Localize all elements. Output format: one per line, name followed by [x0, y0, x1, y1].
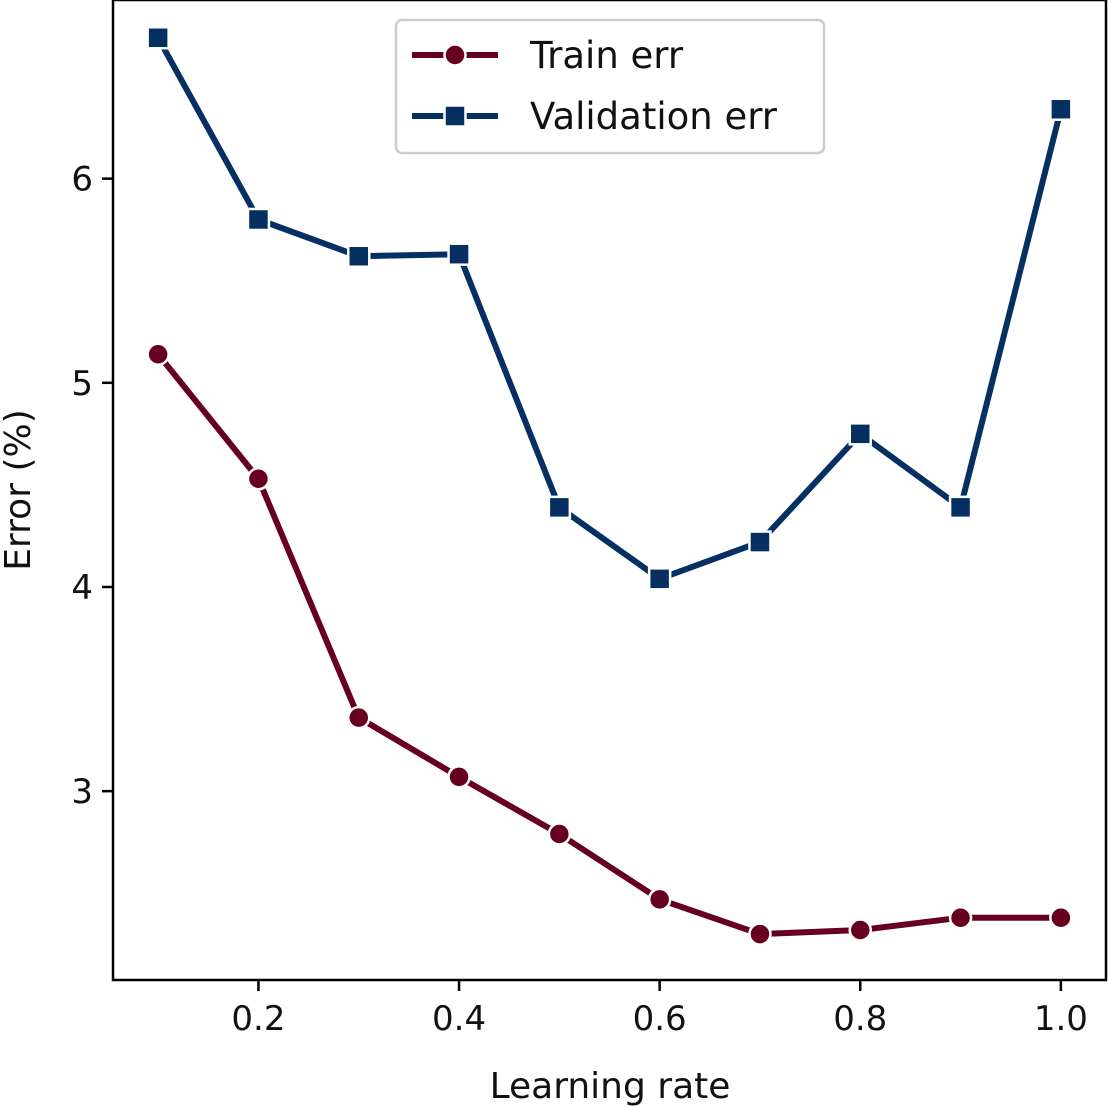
x-axis-label: Learning rate — [490, 1066, 731, 1106]
data-point — [748, 922, 772, 946]
y-tick-label: 5 — [71, 364, 93, 404]
data-point — [1049, 905, 1073, 930]
series-line — [155, 34, 1064, 582]
y-tick-label: 4 — [71, 568, 93, 608]
data-point — [948, 495, 973, 520]
data-point — [146, 342, 170, 366]
data-point — [346, 244, 371, 268]
legend-label: Train err — [529, 34, 684, 77]
data-point — [443, 104, 467, 128]
data-point — [346, 705, 371, 730]
x-tick-label: 1.0 — [1034, 999, 1088, 1039]
series-train-err — [146, 342, 1073, 946]
legend: Train err Validation err — [394, 18, 826, 155]
x-tick-label: 0.4 — [432, 999, 486, 1039]
y-axis-label: Error (%) — [0, 409, 39, 571]
series-layer — [146, 26, 1073, 946]
x-tick-label: 0.6 — [633, 999, 687, 1039]
data-point — [547, 495, 572, 520]
data-point — [647, 887, 672, 912]
data-point — [443, 43, 467, 67]
legend-entry: Validation err — [412, 95, 778, 138]
data-point — [547, 822, 572, 846]
data-point — [146, 26, 170, 50]
x-tick-label: 0.8 — [833, 999, 887, 1039]
legend-label: Validation err — [530, 95, 778, 138]
data-point — [848, 422, 873, 446]
x-axis-ticks: 0.2 0.4 0.6 0.8 1.0 — [231, 980, 1088, 1039]
data-point — [948, 905, 973, 930]
y-axis-ticks: 3 4 5 6 — [71, 160, 113, 812]
x-tick-label: 0.2 — [231, 999, 285, 1039]
data-point — [647, 567, 672, 591]
data-point — [447, 242, 471, 266]
plot-frame — [111, 0, 1108, 982]
series-validation-err — [146, 26, 1073, 591]
data-point — [246, 207, 271, 232]
series-line — [155, 351, 1064, 938]
y-tick-label: 3 — [71, 772, 93, 812]
data-point — [447, 765, 471, 789]
data-point — [246, 467, 271, 491]
data-point — [1049, 97, 1073, 121]
data-point — [848, 918, 873, 942]
legend-box — [394, 18, 826, 155]
y-tick-label: 6 — [71, 160, 93, 200]
data-point — [748, 530, 772, 554]
legend-entry: Train err — [412, 34, 684, 77]
